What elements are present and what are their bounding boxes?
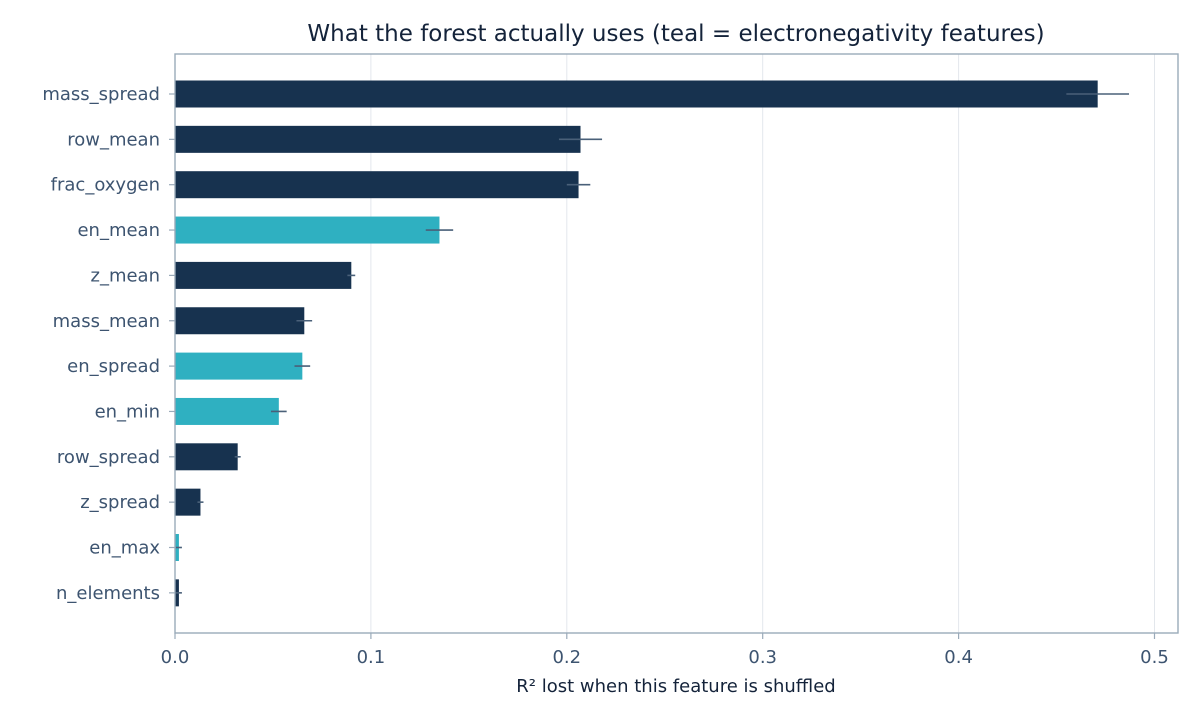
x-tick-label: 0.2 xyxy=(552,647,581,668)
plot-frame xyxy=(174,53,1179,634)
category-label: z_mean xyxy=(91,265,161,286)
category-label: mass_mean xyxy=(53,311,160,332)
bar-mass-mean xyxy=(175,307,305,335)
bar-mass-spread xyxy=(175,80,1098,108)
x-tick-label: 0.4 xyxy=(944,647,973,668)
error-bar-layer xyxy=(175,93,1130,594)
category-label: z_spread xyxy=(80,492,160,513)
category-label: frac_oxygen xyxy=(51,175,160,196)
bar-row-spread xyxy=(175,443,238,471)
x-tick-layer: 0.0 0.1 0.2 0.3 0.4 0.5 xyxy=(161,633,1169,668)
category-label: row_mean xyxy=(67,129,160,150)
category-label: en_spread xyxy=(67,356,160,377)
bar-row-mean xyxy=(175,125,581,153)
x-tick-label: 0.3 xyxy=(748,647,777,668)
bar-frac-oxygen xyxy=(175,171,579,199)
bar-layer xyxy=(175,80,1098,607)
category-label: en_max xyxy=(89,538,160,559)
bar-en-mean xyxy=(175,216,440,244)
x-axis-label: R² lost when this feature is shuffled xyxy=(516,676,835,697)
x-tick-label: 0.0 xyxy=(161,647,190,668)
bar-z-mean xyxy=(175,261,352,289)
category-label-layer: mass_spread row_mean frac_oxygen en_mean z_m… xyxy=(42,84,175,604)
bar-z-spread xyxy=(175,488,201,516)
x-tick-label: 0.5 xyxy=(1140,647,1169,668)
category-label: en_mean xyxy=(77,220,160,241)
category-label: n_elements xyxy=(56,583,160,604)
bar-en-spread xyxy=(175,352,303,380)
chart-title: What the forest actually uses (teal = el… xyxy=(307,21,1044,47)
category-label: en_min xyxy=(95,401,160,422)
category-label: row_spread xyxy=(57,447,160,468)
category-label: mass_spread xyxy=(42,84,160,105)
x-tick-label: 0.1 xyxy=(357,647,386,668)
bar-en-min xyxy=(175,397,279,425)
